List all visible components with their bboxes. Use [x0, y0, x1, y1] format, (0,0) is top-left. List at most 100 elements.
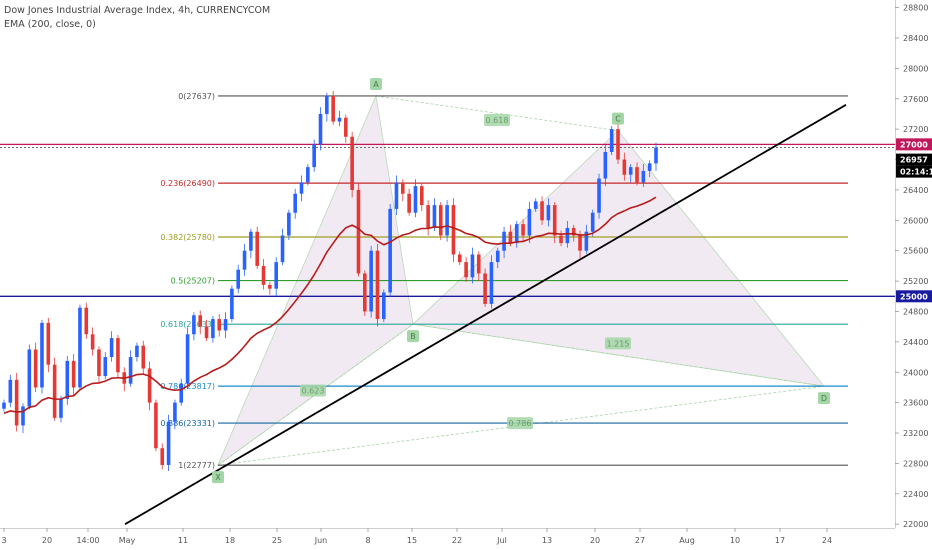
y-tick-label: 25600	[903, 247, 928, 256]
trendline[interactable]	[124, 104, 847, 525]
y-tick-label: 22000	[903, 520, 928, 529]
candle-body	[21, 406, 25, 426]
x-tick-label: May	[119, 536, 136, 545]
time-axis[interactable]: 3 20 14:00 May 11 18 25 Jun 8 15 22 Jul 13 20 27 Aug 10 1…	[1, 528, 832, 545]
candle-body	[363, 273, 367, 312]
point-x-label: X	[215, 473, 221, 482]
ratio-badge-0	[484, 114, 510, 127]
candle-body	[299, 182, 304, 194]
x-tick-label: 14:00	[76, 536, 99, 545]
candle-body	[84, 307, 89, 335]
fib-label-4: 0.618(24633)	[160, 320, 215, 329]
fib-label-0: 0(27637)	[178, 92, 215, 101]
y-tick-label: 22800	[903, 459, 928, 468]
ratio-label-1: 0.623	[302, 386, 325, 395]
price-tag-level: 27000	[900, 140, 928, 149]
y-tick-label: 28400	[903, 34, 928, 43]
x-tick-label: Aug	[679, 536, 695, 545]
candle-body	[413, 186, 418, 213]
candle-body	[571, 227, 576, 236]
price-tag-level-bg	[896, 138, 932, 151]
ratio-label-0: 0.618	[486, 116, 509, 125]
horizontal-levels[interactable]	[0, 143, 895, 297]
x-tick-label: 13	[542, 536, 552, 545]
candle-body	[147, 368, 152, 403]
candle-body	[590, 212, 595, 232]
point-a-label: A	[373, 80, 379, 89]
x-tick-label: 18	[225, 536, 235, 545]
candle-body	[552, 205, 557, 236]
fib-label-1: 0.236(26490)	[160, 179, 215, 188]
candle-body	[242, 250, 247, 270]
x-tick-label: 11	[178, 536, 188, 545]
candle-body	[578, 235, 582, 251]
ratio-badge-1	[300, 384, 326, 397]
candle-body	[128, 357, 133, 384]
candle-body	[616, 129, 620, 160]
candle-body	[350, 136, 354, 190]
fib-label-2: 0.382(25780)	[160, 233, 215, 242]
candle-body	[185, 334, 190, 384]
candle-body	[109, 338, 114, 358]
candle-body	[312, 144, 316, 168]
candle-body	[71, 360, 76, 388]
candle-body	[103, 357, 108, 377]
candle-body	[211, 319, 215, 339]
candle-body	[293, 193, 297, 213]
x-tick-label: 3	[1, 536, 6, 545]
candle-body	[116, 338, 120, 373]
pattern-ratio-line-bd	[412, 323, 825, 387]
price-tags: 27000 26957 02:14:10 25000	[896, 138, 932, 303]
x-tick-label: 27	[635, 536, 645, 545]
candle-body	[192, 315, 196, 335]
point-b-badge	[407, 330, 419, 343]
point-c-badge	[612, 112, 624, 125]
candle-body	[495, 250, 500, 263]
candle-body	[609, 129, 614, 152]
x-tick-label: 10	[730, 536, 740, 545]
fib-label-7: 1(22777)	[178, 461, 215, 470]
candle-body	[407, 193, 411, 213]
candle-body	[400, 182, 405, 194]
candle-body	[647, 163, 652, 171]
candle-body	[514, 224, 519, 244]
point-b-label: B	[410, 332, 416, 341]
point-c-label: C	[615, 115, 621, 124]
x-tick-label: Jul	[496, 536, 507, 545]
candle-body	[65, 360, 70, 399]
chart-title: Dow Jones Industrial Average Index, 4h, …	[4, 5, 271, 16]
ratio-label-3: 1.215	[607, 339, 630, 348]
candle-body	[52, 364, 57, 418]
pattern-labels: X A B C D 0.618 0.623 0.786 1.215	[212, 77, 830, 484]
candle-body	[622, 159, 627, 175]
candle-body	[375, 250, 380, 320]
fibonacci-retracement[interactable]: 0(27637) 0.236(26490) 0.382(25780) 0.5(2520…	[160, 92, 848, 470]
point-a-badge	[370, 77, 382, 90]
candle-body	[173, 402, 177, 422]
candle-body	[318, 113, 323, 145]
candle-body	[90, 334, 95, 350]
candle-body	[230, 288, 234, 320]
candle-body	[166, 421, 171, 465]
candle-body	[287, 212, 291, 236]
support-trendline[interactable]	[124, 104, 847, 525]
candle-body	[27, 349, 32, 407]
price-tag-last-bg	[896, 153, 932, 166]
candle-body	[521, 224, 525, 236]
candle-body	[527, 208, 532, 236]
y-tick-label: 28000	[903, 64, 928, 73]
candle-body	[160, 448, 165, 465]
point-x-badge	[212, 471, 224, 484]
candle-body	[394, 182, 399, 209]
candle-body	[78, 307, 82, 388]
price-axis[interactable]: 22000 22400 22800 23200 23600 24000 24400 24800…	[895, 4, 928, 530]
y-tick-label: 24000	[903, 368, 928, 377]
ema-200-line	[3, 196, 657, 415]
candle-body	[546, 205, 551, 221]
price-tag-countdown-bg	[896, 165, 932, 178]
candle-body	[483, 273, 487, 304]
candle-body	[432, 205, 437, 228]
candle-body	[8, 379, 13, 403]
candle-body	[508, 231, 513, 244]
